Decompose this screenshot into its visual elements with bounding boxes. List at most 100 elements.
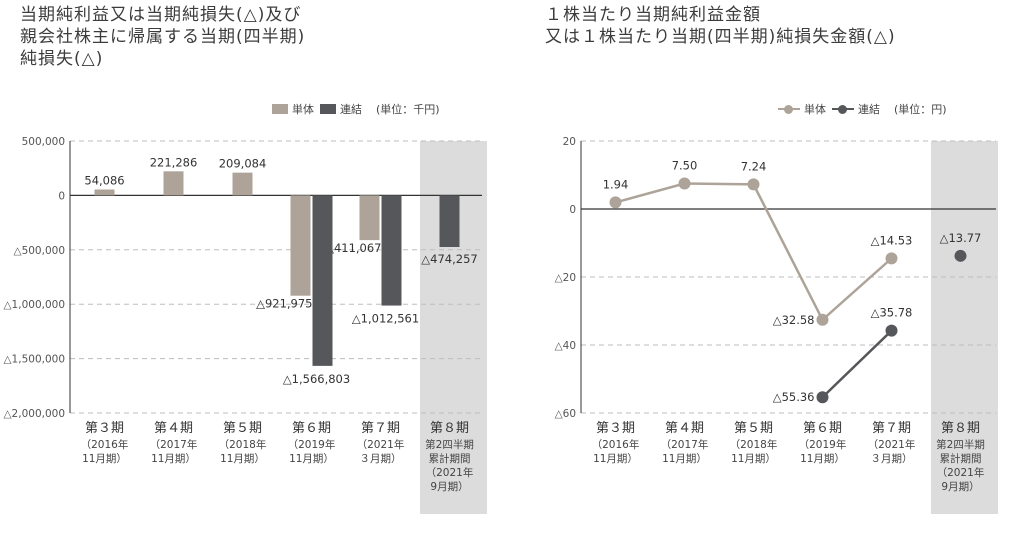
- bar-value-label: △1,566,803: [283, 372, 350, 386]
- series-point-consolidated: [954, 249, 967, 262]
- legend-item-single: 単体: [272, 101, 314, 117]
- legend-label-single-line: 単体: [804, 103, 826, 116]
- left-category-sublabel: 11月期）: [220, 453, 265, 465]
- series-point-single: [609, 196, 622, 209]
- legend-label-consolidated: 連結: [340, 103, 362, 116]
- legend-label-consolidated-line: 連結: [858, 103, 880, 116]
- right-category-sublabel: （2021年: [937, 466, 985, 479]
- point-value-label: △55.36: [773, 390, 815, 404]
- left-ytick-label: △500,000: [14, 245, 66, 257]
- bar-value-label: △921,975: [256, 297, 312, 311]
- right-unit-label: (単位：円): [894, 103, 947, 116]
- right-category-sublabel: 11月期）: [800, 453, 845, 465]
- left-category-label: 第３期: [85, 421, 124, 436]
- left-category-sublabel: （2019年: [288, 438, 336, 451]
- legend-label-single: 単体: [292, 103, 314, 116]
- left-category-sublabel: 第2四半期: [425, 438, 474, 451]
- series-line-single: [615, 182, 893, 322]
- right-category-sublabel: 9月期）: [941, 481, 979, 493]
- left-category-sublabel: （2016年: [81, 438, 129, 451]
- right-category-sublabel: 11月期）: [731, 453, 776, 465]
- right-category-label: 第４期: [665, 421, 704, 436]
- right-chart-title: １株当たり当期純利益金額 又は１株当たり当期(四半期)純損失金額(△): [545, 5, 896, 47]
- left-category-label: 第５期: [223, 421, 262, 436]
- right-category-sublabel: 第2四半期: [936, 438, 985, 451]
- legend-line-swatch-single: [778, 104, 800, 114]
- left-ytick-label: 500,000: [22, 136, 65, 148]
- bar-single: [232, 172, 253, 196]
- left-ytick-label: △1,000,000: [3, 299, 65, 311]
- right-chart-legend: 単体 連結 (単位：円): [778, 101, 947, 117]
- right-category-label: 第７期: [872, 421, 911, 436]
- left-category-sublabel: （2021年: [357, 438, 405, 451]
- left-category-sublabel: （2021年: [426, 466, 474, 479]
- bar-consolidated: [312, 195, 333, 366]
- legend-line-swatch-consolidated: [832, 104, 854, 114]
- left-category-label: 第８期: [430, 421, 469, 436]
- left-category-sublabel: （2018年: [219, 438, 267, 451]
- right-ytick-label: △40: [555, 340, 576, 352]
- bar-value-label: 221,286: [150, 155, 198, 169]
- left-category-sublabel: 11月期）: [82, 453, 127, 465]
- series-point-single: [816, 313, 829, 326]
- right-category-sublabel: 11月期）: [593, 453, 638, 465]
- right-category-sublabel: 累計期間: [940, 452, 982, 465]
- legend-swatch-single: [272, 104, 288, 114]
- right-ytick-label: △60: [555, 408, 576, 420]
- series-point-single: [678, 177, 691, 190]
- point-value-label: 7.24: [741, 159, 767, 173]
- legend-item-single-line: 単体: [778, 101, 826, 117]
- legend-item-consolidated-line: 連結: [832, 101, 880, 117]
- left-category-label: 第４期: [154, 421, 193, 436]
- series-point-single: [885, 252, 898, 265]
- bar-single: [290, 195, 311, 296]
- bar-value-label: △474,257: [421, 252, 477, 266]
- left-category-sublabel: ３月期）: [360, 453, 402, 465]
- right-category-sublabel: ３月期）: [871, 453, 913, 465]
- legend-swatch-consolidated: [320, 104, 336, 114]
- right-category-label: 第６期: [803, 421, 842, 436]
- right-category-label: 第８期: [941, 421, 980, 436]
- bar-consolidated: [381, 195, 402, 306]
- right-category-sublabel: （2019年: [799, 438, 847, 451]
- left-ytick-label: △1,500,000: [3, 354, 65, 366]
- bar-single: [359, 195, 380, 241]
- point-value-label: 7.50: [672, 159, 698, 173]
- point-value-label: △13.77: [940, 231, 982, 245]
- left-ytick-label: △2,000,000: [3, 408, 65, 420]
- bar-single: [163, 171, 184, 196]
- series-point-consolidated: [885, 324, 898, 337]
- bar-value-label: △1,012,561: [352, 312, 419, 326]
- point-value-label: △14.53: [871, 233, 913, 247]
- series-line-consolidated: [821, 329, 893, 399]
- right-highlight-band: [931, 141, 998, 514]
- right-category-sublabel: （2017年: [661, 438, 709, 451]
- left-chart-title: 当期純利益又は当期純損失(△)及び 親会社株主に帰属する当期(四半期) 純損失(…: [20, 5, 306, 69]
- left-unit-label: (単位：千円): [376, 103, 440, 116]
- right-ytick-label: 20: [563, 136, 576, 148]
- right-category-label: 第３期: [596, 421, 635, 436]
- right-category-sublabel: （2018年: [730, 438, 778, 451]
- left-category-sublabel: 11月期）: [289, 453, 334, 465]
- bar-value-label: △411,067: [325, 241, 381, 255]
- left-category-sublabel: （2017年: [150, 438, 198, 451]
- right-category-sublabel: （2021年: [868, 438, 916, 451]
- left-category-sublabel: 累計期間: [429, 452, 471, 465]
- left-chart-legend: 単体 連結 (単位：千円): [272, 101, 440, 117]
- point-value-label: △32.58: [773, 313, 815, 327]
- right-category-sublabel: 11月期）: [662, 453, 707, 465]
- left-ytick-label: 0: [58, 190, 65, 202]
- series-point-single: [747, 178, 760, 191]
- bar-consolidated: [439, 195, 460, 247]
- right-ytick-label: △20: [555, 272, 576, 284]
- bar-single: [94, 189, 115, 196]
- point-value-label: △35.78: [871, 306, 913, 320]
- bar-value-label: 209,084: [219, 157, 267, 171]
- bar-value-label: 54,086: [84, 174, 124, 188]
- right-category-sublabel: （2016年: [592, 438, 640, 451]
- point-value-label: 1.94: [603, 177, 629, 191]
- legend-item-consolidated: 連結: [320, 101, 362, 117]
- left-category-sublabel: 9月期）: [430, 481, 468, 493]
- right-category-label: 第５期: [734, 421, 773, 436]
